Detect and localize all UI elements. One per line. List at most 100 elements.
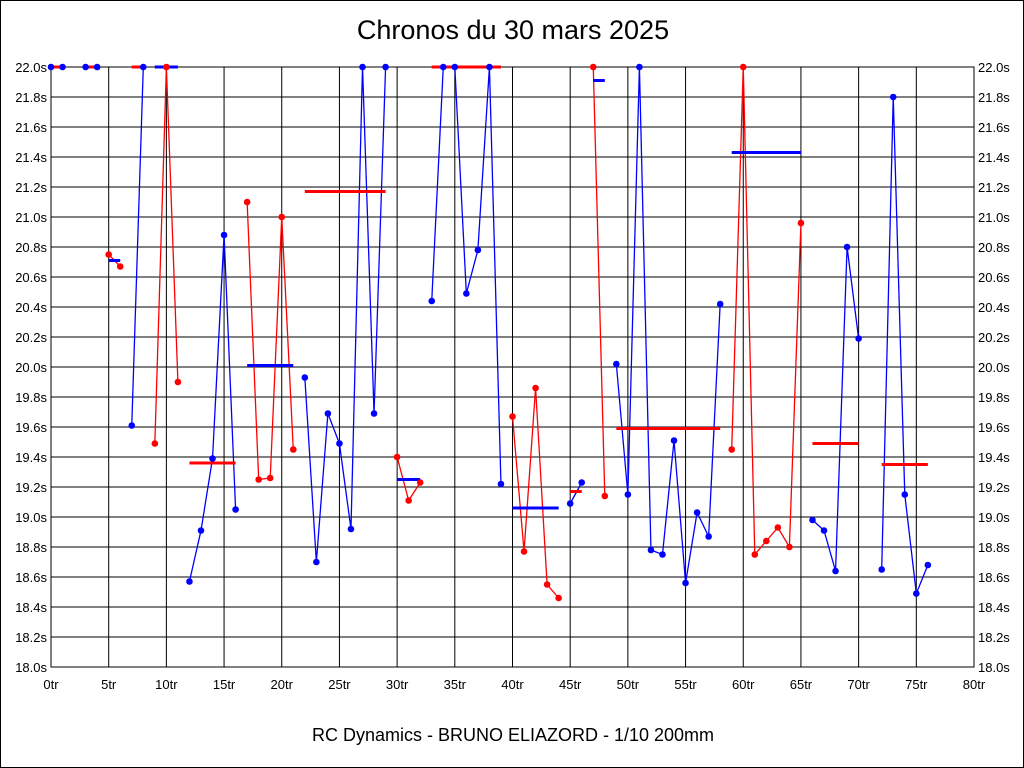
lap-point <box>670 437 678 444</box>
lap-point <box>266 474 274 482</box>
y-tick-label-left: 21.2s <box>15 180 47 195</box>
y-tick-label-left: 21.0s <box>15 210 47 225</box>
x-tick-label: 5tr <box>101 677 117 692</box>
lap-point <box>809 516 816 524</box>
run-line <box>131 66 144 426</box>
lap-point <box>832 567 839 575</box>
y-tick-label-right: 21.6s <box>978 120 1010 135</box>
lap-point <box>913 590 920 597</box>
x-tick-label: 40tr <box>501 677 524 692</box>
x-tick-label: 75tr <box>905 677 928 692</box>
y-tick-label-left: 20.0s <box>15 360 47 375</box>
x-tick-label: 35tr <box>444 677 467 692</box>
x-tick-label: 25tr <box>328 677 351 692</box>
lap-point <box>209 455 216 462</box>
x-tick-label: 70tr <box>847 677 870 692</box>
y-tick-label-left: 21.4s <box>15 150 47 165</box>
y-tick-label-right: 20.4s <box>978 300 1010 315</box>
y-tick-label-left: 21.6s <box>15 120 47 135</box>
run-line <box>592 66 606 497</box>
lap-point <box>59 63 66 71</box>
lap-point <box>601 492 609 500</box>
lap-point <box>105 251 112 258</box>
lap-point <box>786 543 793 551</box>
lap-point <box>416 479 424 486</box>
y-tick-label-right: 20.6s <box>978 270 1010 285</box>
y-tick-label-right: 20.2s <box>978 330 1010 345</box>
x-tick-label: 65tr <box>790 677 813 692</box>
lap-point <box>347 525 355 533</box>
lap-point <box>393 453 401 461</box>
y-tick-label-left: 19.8s <box>15 390 47 405</box>
lap-point <box>439 63 447 71</box>
x-tick-label: 10tr <box>155 677 178 692</box>
lap-point <box>532 384 539 392</box>
lap-point <box>751 551 759 558</box>
lap-point <box>647 546 655 554</box>
y-tick-label-right: 18.0s <box>978 660 1010 675</box>
x-tick-label: 15tr <box>213 677 236 692</box>
x-tick-label: 55tr <box>674 677 697 692</box>
y-tick-label-left: 18.6s <box>15 570 47 585</box>
lap-point <box>278 213 286 221</box>
lap-point <box>128 422 136 429</box>
y-tick-label-right: 20.0s <box>978 360 1010 375</box>
lap-point <box>232 506 239 513</box>
lap-point <box>486 63 493 71</box>
lap-point <box>728 446 736 453</box>
lap-point <box>774 524 782 531</box>
lap-point <box>843 243 851 251</box>
lap-point <box>370 410 378 417</box>
y-tick-label-left: 18.2s <box>15 630 47 645</box>
y-tick-label-left: 20.4s <box>15 300 47 315</box>
lap-point <box>255 476 262 483</box>
lap-point <box>174 378 182 386</box>
x-tick-label: 30tr <box>386 677 409 692</box>
x-tick-label: 80tr <box>963 677 986 692</box>
y-tick-label-right: 19.0s <box>978 510 1010 525</box>
lap-point <box>693 509 701 516</box>
lap-point <box>820 527 828 534</box>
lap-point <box>289 446 297 453</box>
lap-point <box>659 551 666 558</box>
y-tick-label-right: 18.2s <box>978 630 1010 645</box>
lap-point <box>889 93 897 101</box>
y-tick-label-left: 19.4s <box>15 450 47 465</box>
y-tick-label-left: 19.0s <box>15 510 47 525</box>
lap-point <box>186 578 193 585</box>
lap-point <box>336 440 343 447</box>
lap-point <box>555 594 562 602</box>
lap-point <box>613 360 620 368</box>
y-tick-label-left: 22.0s <box>15 60 47 75</box>
y-tick-label-right: 22.0s <box>978 60 1010 75</box>
y-tick-label-left: 20.6s <box>15 270 47 285</box>
lap-point <box>93 63 101 71</box>
lap-point <box>428 297 436 305</box>
x-tick-label: 20tr <box>271 677 294 692</box>
lap-point <box>589 63 597 71</box>
lap-point <box>924 561 932 569</box>
lap-point <box>682 579 689 587</box>
y-tick-label-left: 19.6s <box>15 420 47 435</box>
y-tick-label-right: 21.8s <box>978 90 1010 105</box>
y-tick-label-left: 21.8s <box>15 90 47 105</box>
y-tick-label-left: 20.8s <box>15 240 47 255</box>
x-tick-label: 50tr <box>617 677 640 692</box>
y-tick-label-right: 19.8s <box>978 390 1010 405</box>
y-tick-label-right: 19.2s <box>978 480 1010 495</box>
y-tick-label-right: 21.2s <box>978 180 1010 195</box>
lap-point <box>463 290 470 297</box>
lap-point <box>624 491 632 498</box>
lap-point <box>797 219 805 227</box>
y-tick-label-right: 18.8s <box>978 540 1010 555</box>
lap-point <box>763 537 770 545</box>
lap-point <box>474 246 482 254</box>
lap-point <box>82 63 89 71</box>
y-tick-label-left: 19.2s <box>15 480 47 495</box>
y-tick-label-left: 18.4s <box>15 600 47 615</box>
y-tick-label-right: 19.6s <box>978 420 1010 435</box>
chart-footer: RC Dynamics - BRUNO ELIAZORD - 1/10 200m… <box>311 725 715 745</box>
lap-point <box>497 480 505 488</box>
lap-point <box>163 63 170 71</box>
